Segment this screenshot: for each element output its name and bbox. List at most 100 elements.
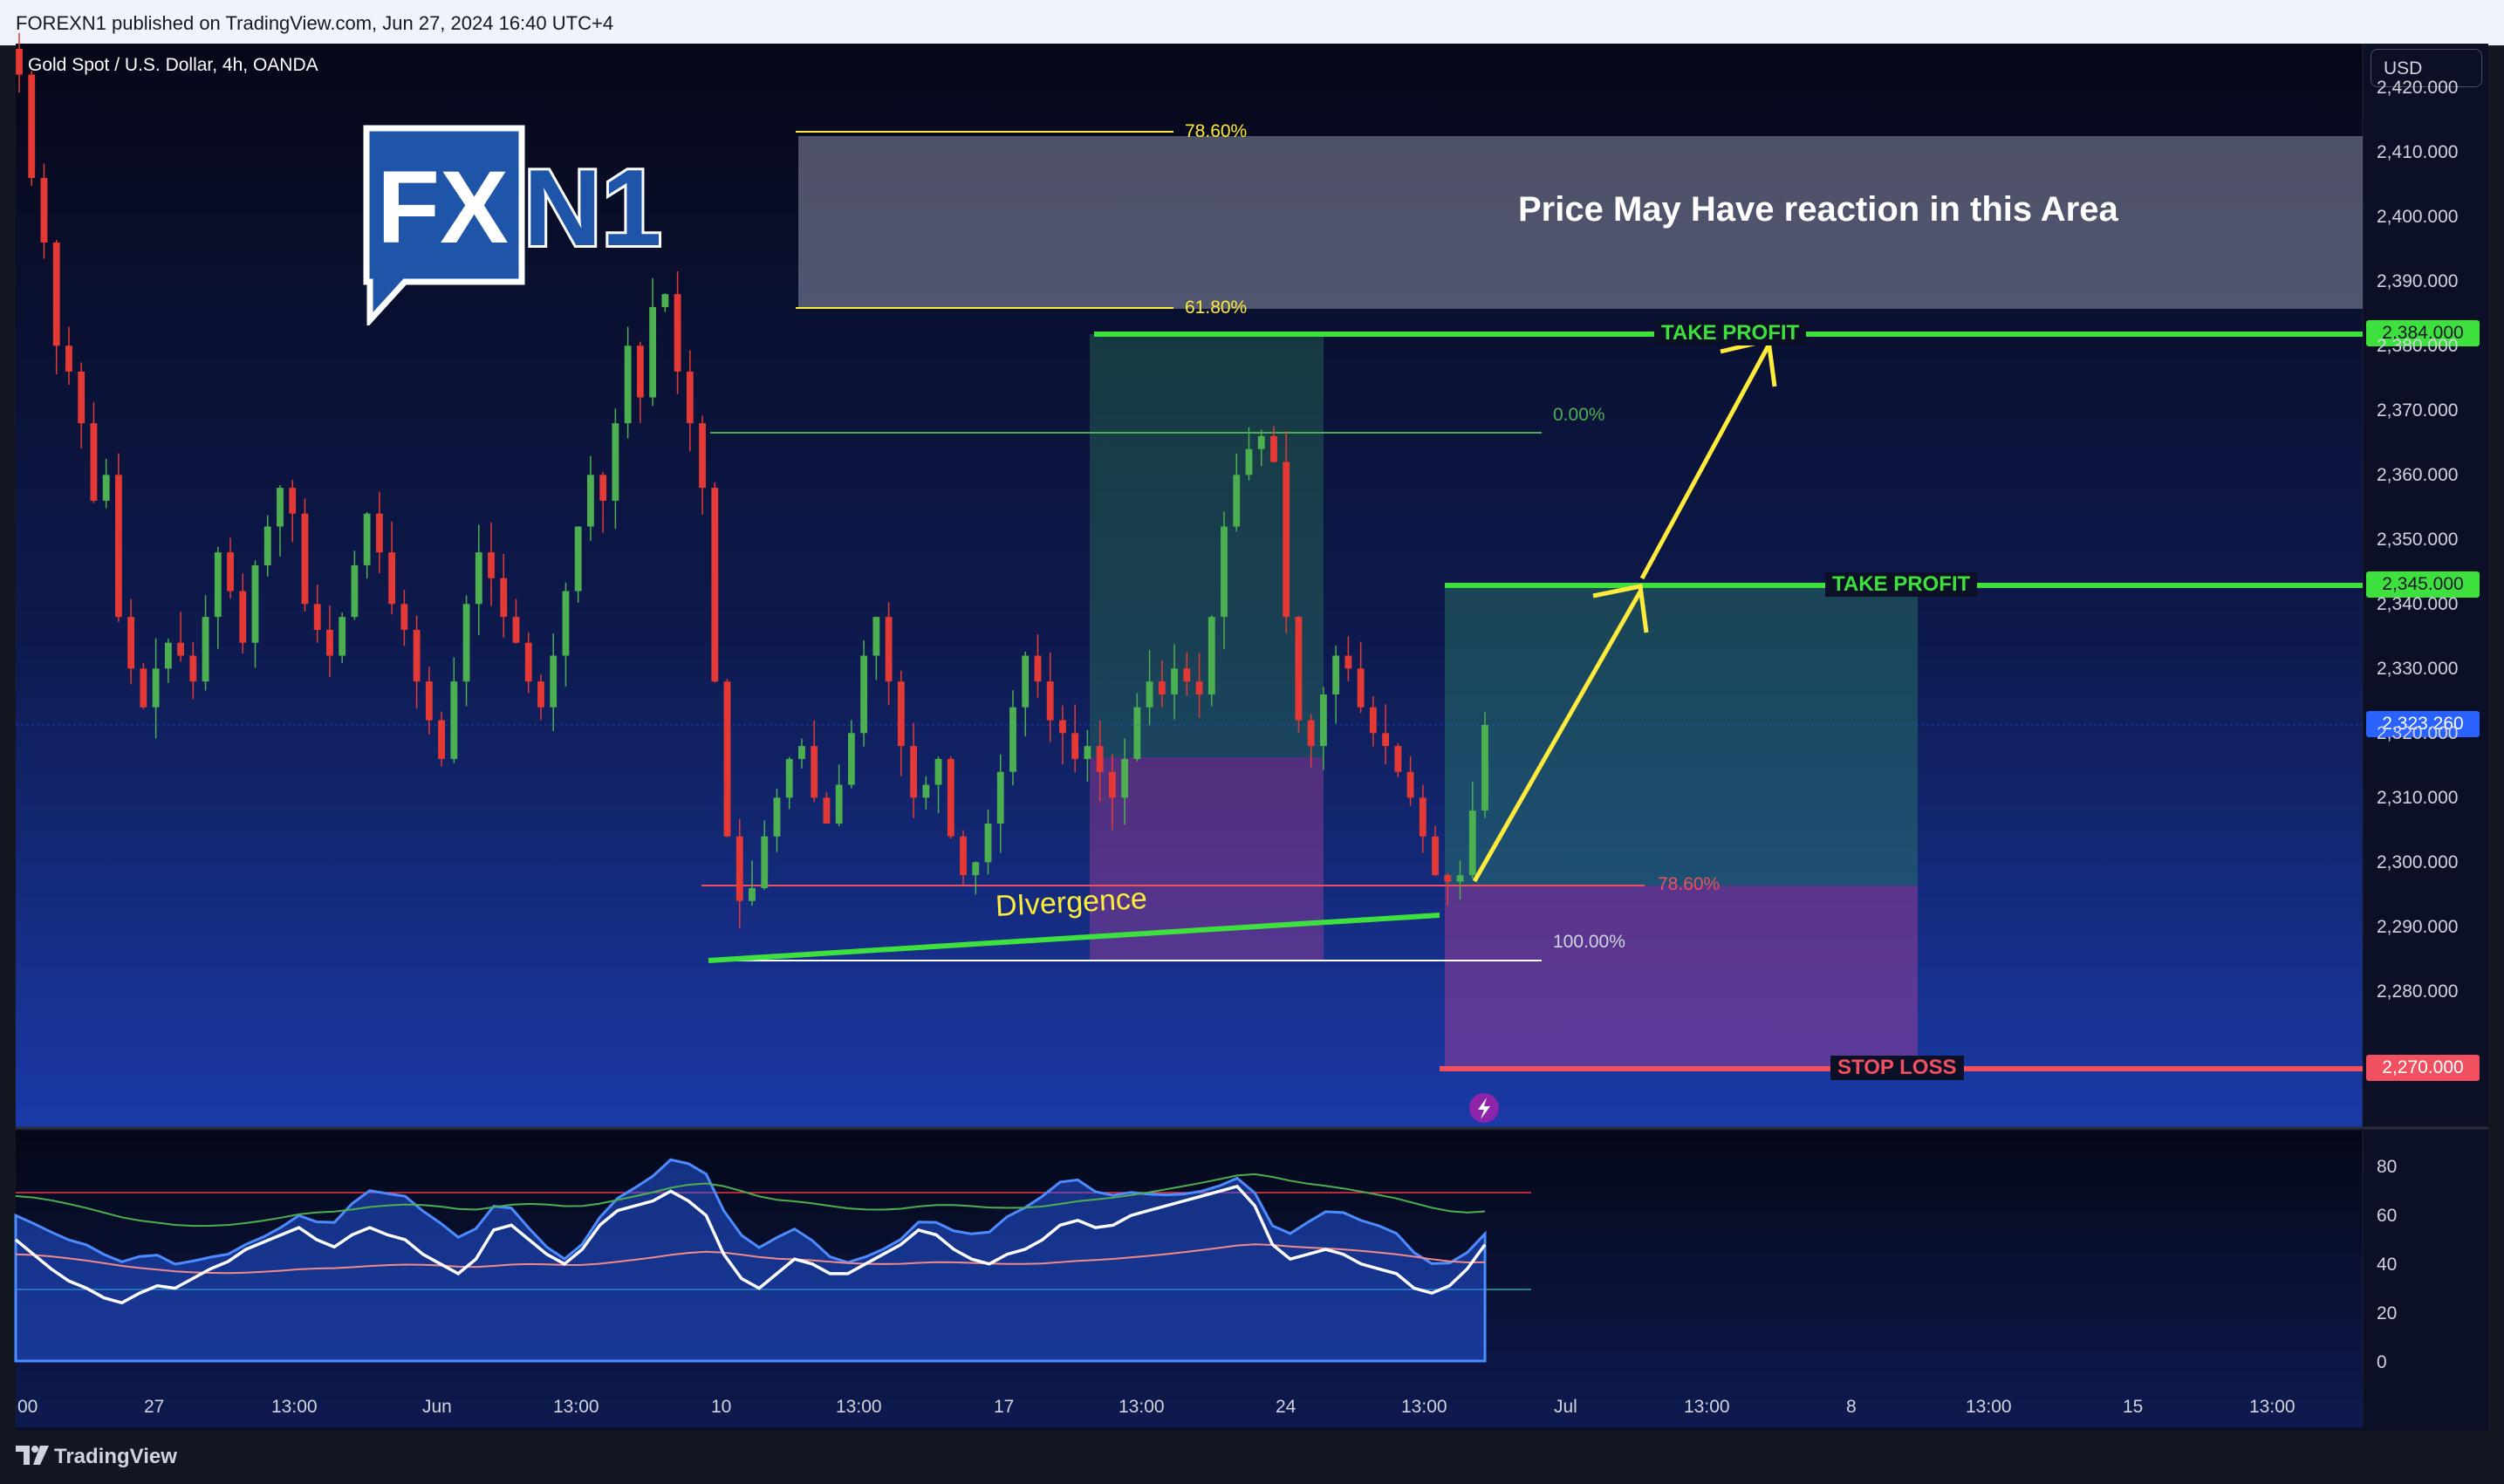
candle-body — [239, 591, 247, 643]
candle-body — [152, 668, 160, 708]
candles-group — [16, 32, 1488, 928]
price-tick-label: 2,390.000 — [2377, 271, 2459, 291]
candle-body — [624, 345, 632, 424]
candle-body — [388, 552, 396, 605]
candle-body — [102, 475, 110, 501]
candle-body — [1283, 462, 1290, 618]
time-tick-label: 13:00 — [1401, 1397, 1447, 1417]
time-tick-label: Jun — [422, 1397, 452, 1417]
candle-body — [375, 513, 383, 553]
rsi-tick-label: 20 — [2377, 1303, 2398, 1323]
currency-button[interactable]: USD — [2371, 49, 2482, 87]
candle-body — [488, 552, 495, 578]
candle-body — [1344, 655, 1352, 669]
candle-body — [313, 604, 321, 630]
candle-body — [587, 475, 594, 527]
candle-body — [612, 423, 619, 501]
candle-body — [1295, 617, 1303, 721]
candle-body — [1233, 475, 1241, 527]
logo-fx: FX — [377, 150, 509, 265]
candle-body — [363, 513, 371, 565]
candle-body — [1332, 655, 1340, 694]
candle-body — [65, 345, 72, 372]
candle-body — [910, 746, 917, 798]
publish-info: FOREXN1 published on TradingView.com, Ju… — [16, 12, 614, 34]
fib-upper-786-label: 78.60% — [1185, 121, 1248, 141]
candle-body — [1022, 655, 1030, 708]
candle-body — [947, 758, 954, 837]
candle-body — [1320, 694, 1327, 747]
rsi-tick-label: 40 — [2377, 1255, 2398, 1275]
candle-body — [1270, 435, 1277, 462]
candle-body — [202, 617, 209, 682]
candle-body — [1046, 681, 1054, 721]
time-tick-label: 27 — [144, 1397, 165, 1417]
rsi-line — [14, 1184, 1487, 1305]
price-tick-label: 2,320.000 — [2377, 723, 2459, 743]
candle-body — [1195, 681, 1203, 694]
take-profit-1-label: TAKE PROFIT — [1654, 321, 1807, 345]
price-tick-label: 2,360.000 — [2377, 465, 2459, 485]
time-tick-label: 13:00 — [1119, 1397, 1165, 1417]
candle-body — [661, 294, 669, 307]
price-tick-label: 2,340.000 — [2377, 594, 2459, 614]
candle-body — [289, 488, 297, 514]
candle-body — [922, 784, 930, 798]
candle-body — [1432, 836, 1439, 876]
reaction-zone — [798, 136, 2363, 309]
candle-body — [450, 681, 458, 759]
publish-bar: FOREXN1 published on TradingView.com, Ju… — [0, 0, 2504, 45]
time-tick-label: 13:00 — [271, 1397, 318, 1417]
tp2-price-badge: 2,345.000 — [2366, 571, 2480, 598]
candle-body — [1183, 668, 1191, 682]
candle-body — [872, 617, 880, 656]
candle-body — [885, 617, 893, 682]
candle-body — [1071, 733, 1079, 759]
candle-body — [438, 720, 445, 759]
tradingview-brand[interactable]: TradingView — [54, 1445, 177, 1468]
position-box-2-loss — [1445, 886, 1918, 1069]
footer-bar — [0, 1431, 2504, 1484]
candle-body — [425, 681, 433, 721]
candle-body — [1158, 681, 1166, 694]
candle-body — [1034, 655, 1042, 682]
candle-body — [90, 423, 98, 501]
candle-body — [1307, 720, 1315, 747]
candle-body — [227, 552, 234, 592]
candle-body — [761, 836, 769, 888]
candle-body — [1394, 746, 1402, 772]
time-tick-label: 10 — [711, 1397, 732, 1417]
candle-body — [114, 475, 122, 618]
arrow-1 — [1472, 590, 1643, 883]
time-tick-label: 24 — [1276, 1397, 1296, 1417]
candle-body — [1481, 725, 1488, 811]
candle-body — [78, 371, 86, 424]
time-tick-label: 13:00 — [836, 1397, 882, 1417]
price-tick-label: 2,290.000 — [2377, 917, 2459, 937]
candle-body — [475, 552, 482, 605]
arrow-1-head — [1592, 584, 1649, 633]
position-box-2-profit — [1445, 585, 1918, 886]
candle-body — [52, 242, 60, 346]
symbol-title[interactable]: Gold Spot / U.S. Dollar, 4h, OANDA — [28, 55, 318, 75]
candle-body — [140, 668, 147, 708]
time-tick-label: 00 — [17, 1397, 38, 1417]
candle-body — [773, 797, 781, 837]
candle-body — [177, 642, 184, 656]
candle-body — [835, 784, 843, 824]
reaction-zone-label: Price May Have reaction in this Area — [1518, 190, 2118, 229]
candle-body — [1257, 435, 1265, 449]
candle-body — [500, 578, 508, 618]
candle-body — [996, 771, 1004, 824]
rsi-ma-pink — [15, 1243, 1486, 1275]
candle-body — [574, 526, 582, 592]
logo-n1: N1 — [523, 148, 662, 269]
candle-body — [40, 177, 48, 243]
candle-body — [127, 617, 135, 669]
time-tick-label: 13:00 — [2249, 1397, 2295, 1417]
candle-body — [1121, 758, 1129, 798]
candle-body — [686, 371, 694, 424]
candle-body — [301, 513, 309, 605]
candle-body — [897, 681, 905, 747]
